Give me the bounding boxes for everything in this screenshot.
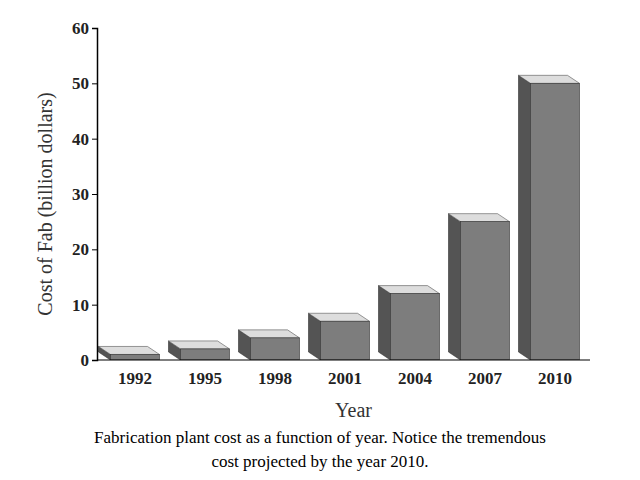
- x-tick: 1995: [188, 369, 222, 388]
- x-axis-title: Year: [335, 399, 372, 421]
- bar: [251, 338, 300, 360]
- y-axis: 0 10 20 30 40 50 60: [72, 19, 98, 370]
- y-tick-mark: [92, 139, 97, 140]
- y-tick-label: 20: [72, 240, 89, 259]
- y-tick: 60: [72, 19, 97, 38]
- y-tick: 40: [72, 130, 97, 149]
- x-tick: 2001: [328, 369, 362, 388]
- y-tick: 30: [72, 185, 97, 204]
- y-tick: 10: [72, 296, 97, 315]
- x-tick: 2007: [468, 369, 503, 388]
- y-tick: 20: [72, 240, 97, 259]
- x-tick-label: 2007: [468, 369, 503, 388]
- bar-top: [449, 214, 510, 222]
- x-tick: 2004: [398, 369, 433, 388]
- bars: [99, 75, 580, 360]
- x-tick-label: 2004: [398, 369, 433, 388]
- bar: [461, 222, 510, 360]
- bar: [391, 294, 440, 360]
- x-axis: 1992 1995 1998 2001 2004 2007 2010: [97, 360, 590, 388]
- bar-side: [519, 75, 531, 360]
- bar-top: [239, 330, 300, 338]
- y-tick-mark: [92, 305, 97, 306]
- caption: Fabrication plant cost as a function of …: [94, 428, 546, 447]
- y-axis-title: Cost of Fab (billion dollars): [34, 92, 57, 315]
- y-tick-mark: [92, 28, 97, 29]
- bar: [321, 321, 370, 360]
- bar: [111, 354, 160, 360]
- x-tick: 1992: [118, 369, 152, 388]
- bar-top: [379, 286, 440, 294]
- bar-top: [519, 75, 580, 83]
- y-tick-label: 10: [72, 296, 89, 315]
- x-tick-label: 1995: [188, 369, 222, 388]
- y-tick-mark: [92, 83, 97, 84]
- y-tick-label: 30: [72, 185, 89, 204]
- x-tick-label: 1992: [118, 369, 152, 388]
- x-tick-label: 2001: [328, 369, 362, 388]
- x-axis-line: [97, 359, 590, 360]
- bar-top: [99, 346, 160, 354]
- y-tick-mark: [92, 194, 97, 195]
- x-tick-label: 2010: [538, 369, 572, 388]
- y-axis-line: [92, 29, 98, 361]
- x-tick: 2010: [538, 369, 572, 388]
- y-tick: 0: [81, 351, 98, 370]
- bar: [181, 349, 230, 360]
- y-tick-mark: [92, 360, 97, 361]
- y-tick-label: 60: [72, 19, 89, 38]
- bar-top: [309, 313, 370, 321]
- y-tick-label: 40: [72, 130, 89, 149]
- y-tick-mark: [92, 249, 97, 250]
- x-tick: 1998: [258, 369, 292, 388]
- bar-top: [169, 341, 230, 349]
- y-tick-label: 50: [72, 74, 89, 93]
- chart: 0 10 20 30 40 50 60 1992 1995 1998 2001 2004 2007 201…: [0, 0, 640, 480]
- x-tick-label: 1998: [258, 369, 292, 388]
- y-tick-label: 0: [81, 351, 90, 370]
- caption: cost projected by the year 2010.: [211, 452, 428, 471]
- bar-side: [379, 286, 391, 360]
- bar-side: [449, 214, 461, 360]
- bar: [531, 83, 580, 360]
- y-tick: 50: [72, 74, 97, 93]
